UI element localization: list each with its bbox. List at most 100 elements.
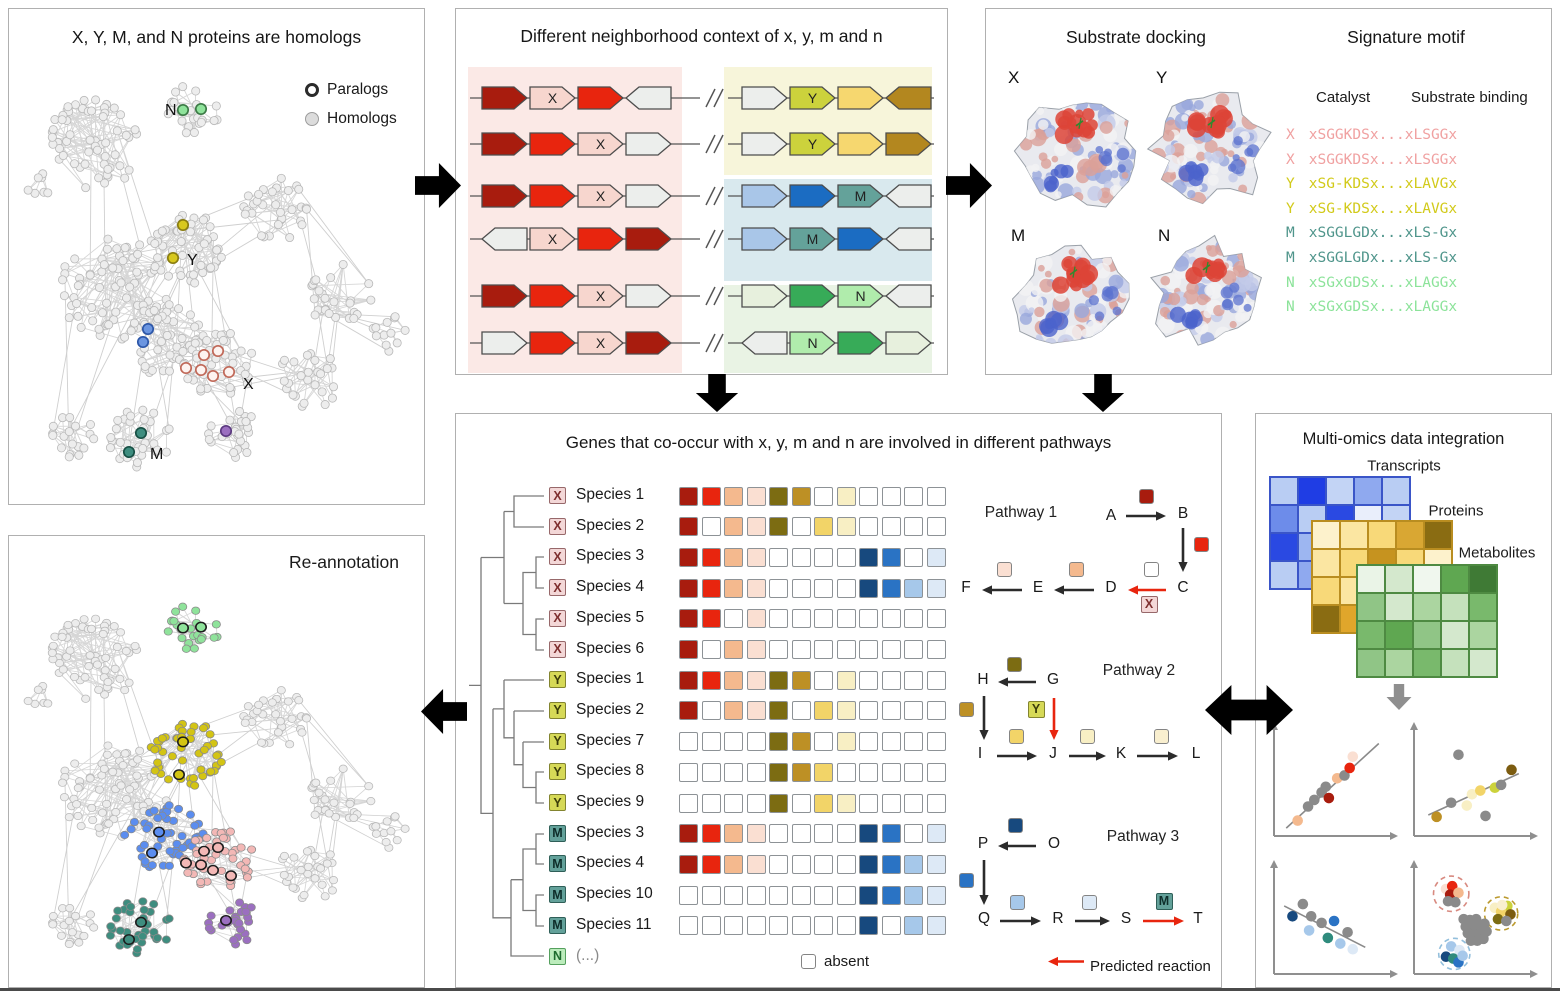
heatmap-cell xyxy=(904,670,923,690)
heatmap-cell xyxy=(679,486,698,506)
heatmap-cell xyxy=(836,670,856,690)
heatmap-cell xyxy=(791,670,811,690)
heatmap-cell xyxy=(836,885,856,905)
pathway-node-E: E xyxy=(1032,579,1044,596)
heatmap-cell xyxy=(859,916,878,936)
pathway-node-C: C xyxy=(1177,579,1189,596)
pathway-node-K: K xyxy=(1115,745,1127,762)
panel-substrate-docking: Substrate docking Signature motif Cataly… xyxy=(985,8,1552,375)
species-marker-N: N xyxy=(549,947,566,965)
heatmap-cell xyxy=(746,578,766,598)
heatmap-cell xyxy=(701,701,721,721)
species-name: Species 2 xyxy=(576,700,645,718)
heatmap-cell xyxy=(769,701,788,721)
heatmap-cell xyxy=(724,732,743,752)
heatmap-cell xyxy=(746,916,766,936)
heatmap-cell xyxy=(881,732,901,752)
heatmap-cell xyxy=(746,486,766,506)
heatmap-cell xyxy=(791,578,811,598)
flow-arrow-docking-to-multiomics xyxy=(1081,374,1125,412)
species-name: Species 6 xyxy=(576,639,645,657)
species-marker-M: M xyxy=(549,824,566,842)
heatmap-cell xyxy=(679,885,698,905)
heatmap-cell xyxy=(926,885,946,905)
species-marker-M: M xyxy=(549,886,566,904)
svg-text:Y: Y xyxy=(808,90,818,106)
heatmap-cell xyxy=(881,517,901,537)
heatmap-cell xyxy=(769,517,788,537)
heatmap-cell xyxy=(791,609,811,629)
heatmap-cell xyxy=(724,793,743,813)
heatmap-cell xyxy=(701,486,721,506)
pathway-metabolite-swatch xyxy=(1081,894,1097,910)
pathway-node-H: H xyxy=(977,671,989,688)
heatmap-cell xyxy=(836,854,856,874)
heatmap-cell xyxy=(769,609,788,629)
omics-cell xyxy=(1385,621,1413,649)
pathway-metabolite-swatch xyxy=(1193,536,1209,552)
heatmap-cell xyxy=(791,824,811,844)
species-name: Species 1 xyxy=(576,670,645,688)
heatmap-cell xyxy=(724,578,743,598)
omics-cell xyxy=(1469,565,1497,593)
proteins-label: Proteins xyxy=(1428,502,1484,520)
heatmap-cell xyxy=(746,701,766,721)
heatmap-cell xyxy=(791,640,811,659)
species-marker-X: X xyxy=(549,579,566,597)
pathway-metabolite-swatch xyxy=(1153,728,1169,744)
heatmap-cell xyxy=(904,609,923,629)
heatmap-cell xyxy=(859,486,878,506)
species-name: Species 5 xyxy=(576,608,645,626)
species-marker-M: M xyxy=(549,855,566,873)
pathway-node-G: G xyxy=(1046,671,1060,688)
species-name: Species 3 xyxy=(576,547,645,565)
heatmap-cell xyxy=(926,517,946,537)
omics-cell xyxy=(1357,649,1385,677)
heatmap-cell xyxy=(926,793,946,813)
pathway-node-P: P xyxy=(977,835,989,852)
heatmap-cell xyxy=(881,885,901,905)
svg-text:X: X xyxy=(596,188,606,204)
motif-col-catalyst: Catalyst xyxy=(1316,89,1371,106)
heatmap-cell xyxy=(769,916,788,936)
svg-text:N: N xyxy=(855,288,865,304)
heatmap-cell xyxy=(746,609,766,629)
pathway-name: Pathway 3 xyxy=(1106,828,1180,845)
heatmap-cell xyxy=(926,824,946,844)
heatmap-cell xyxy=(836,578,856,598)
species-name: Species 2 xyxy=(576,516,645,534)
heatmap-cell xyxy=(814,517,833,537)
heatmap-cell xyxy=(904,701,923,721)
heatmap-cell xyxy=(746,640,766,659)
heatmap-cell xyxy=(904,578,923,598)
heatmap-cell xyxy=(926,732,946,752)
omics-cell xyxy=(1441,621,1469,649)
pathway-enzyme-chip-M: M xyxy=(1155,892,1173,910)
heatmap-cell xyxy=(701,640,721,659)
heatmap-cell xyxy=(836,486,856,506)
heatmap-cell xyxy=(836,640,856,659)
heatmap-cell xyxy=(679,609,698,629)
svg-text:X: X xyxy=(596,136,606,152)
transcripts-label: Transcripts xyxy=(1367,457,1441,475)
pathway-enzyme-chip-X: X xyxy=(1140,595,1158,613)
homologs-title: X, Y, M, and N proteins are homologs xyxy=(71,27,362,47)
heatmap-cell xyxy=(814,609,833,629)
species-marker-M: M xyxy=(549,916,566,934)
heatmap-cell xyxy=(859,762,878,782)
omics-cell xyxy=(1441,649,1469,677)
heatmap-cell xyxy=(814,762,833,782)
heatmap-cell xyxy=(836,517,856,537)
heatmap-cell xyxy=(859,640,878,659)
heatmap-cell xyxy=(791,762,811,782)
heatmap-cell xyxy=(791,517,811,537)
panel-multiomics: Multi-omics data integration Transcripts… xyxy=(1255,413,1552,988)
docking-title: Substrate docking xyxy=(1065,27,1207,47)
species-marker-Y: Y xyxy=(549,701,566,719)
svg-text:X: X xyxy=(548,231,558,247)
svg-text:Y: Y xyxy=(808,136,818,152)
heatmap-cell xyxy=(926,578,946,598)
